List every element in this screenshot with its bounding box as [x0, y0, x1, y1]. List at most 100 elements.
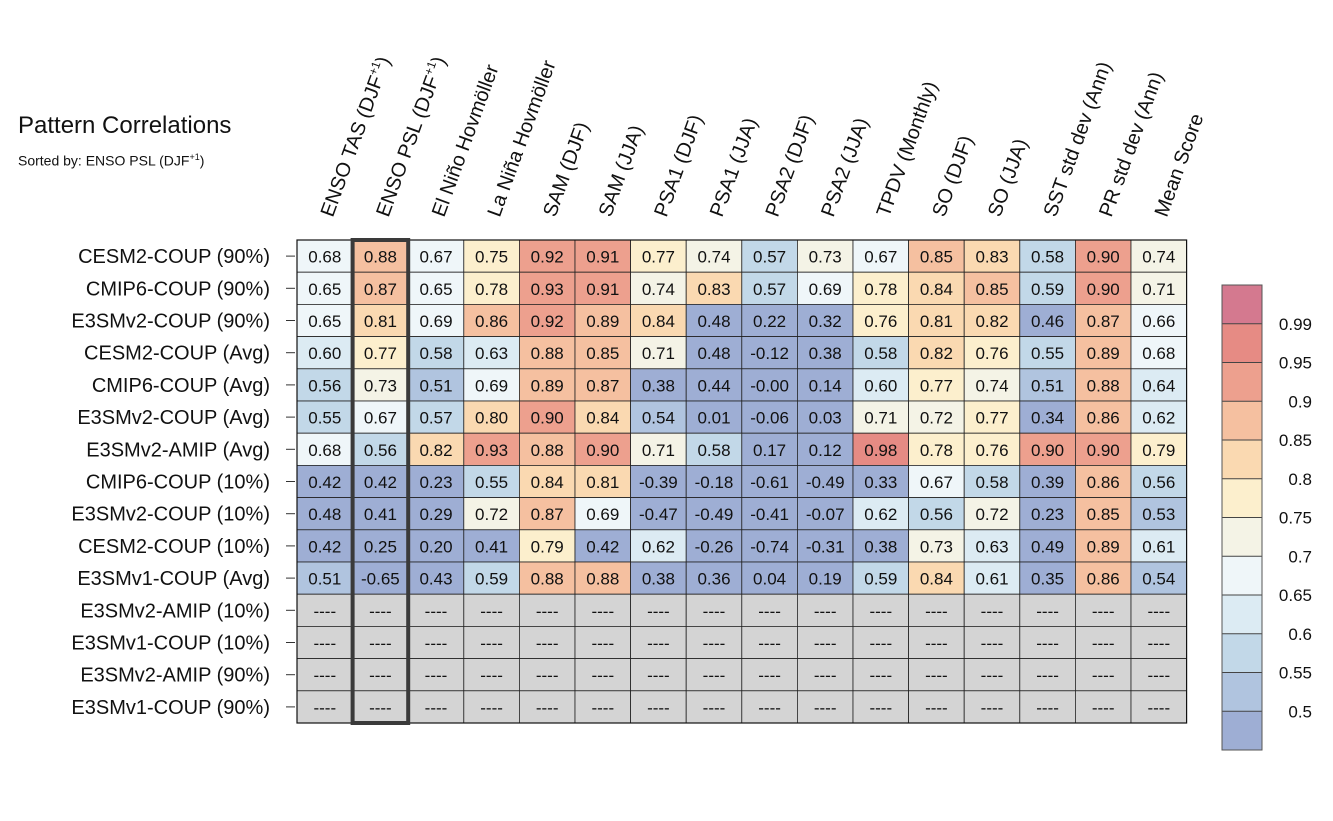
heatmap-cell: [741, 529, 798, 563]
row-label: E3SMv2-COUP (10%): [71, 504, 270, 526]
cell-value: 0.34: [1031, 409, 1064, 428]
row-label: E3SMv1-COUP (90%): [71, 697, 270, 719]
cell-value: 0.14: [809, 376, 842, 395]
cell-value: 0.77: [975, 409, 1008, 428]
heatmap-cell: [1075, 561, 1132, 595]
cell-value: 0.39: [1031, 473, 1064, 492]
heatmap-cell: [574, 432, 631, 466]
cell-value: ----: [1092, 634, 1115, 653]
cell-value: 0.77: [920, 376, 953, 395]
cell-value: ----: [925, 698, 948, 717]
chart-subtitle: Sorted by: ENSO PSL (DJF+1): [18, 152, 204, 169]
cell-value: 0.51: [1031, 376, 1064, 395]
subtitle-close: ): [199, 152, 205, 169]
cell-value: 0.51: [419, 376, 452, 395]
cell-value: 0.87: [586, 376, 619, 395]
cell-value: ----: [313, 634, 336, 653]
colorbar-segment: [1222, 517, 1262, 557]
cell-value: 0.86: [1087, 570, 1120, 589]
heatmap-cell: [852, 464, 909, 498]
cell-value: 0.90: [531, 409, 564, 428]
cell-value: -0.26: [695, 537, 734, 556]
cell-value: 0.74: [642, 280, 675, 299]
heatmap-cell: [852, 529, 909, 563]
cell-value: 0.91: [586, 248, 619, 267]
row-label: E3SMv2-COUP (90%): [71, 311, 270, 333]
heatmap-cell: [1130, 464, 1187, 498]
heatmap-cell: [1019, 626, 1076, 660]
cell-value: 0.90: [1087, 248, 1120, 267]
cell-value: 0.65: [419, 280, 452, 299]
cell-value: 0.73: [809, 248, 842, 267]
heatmap-cell: [630, 626, 687, 660]
cell-value: ----: [869, 634, 892, 653]
heatmap-cell: [908, 400, 965, 434]
cell-value: 0.89: [1087, 537, 1120, 556]
cell-value: 0.54: [1142, 570, 1175, 589]
cell-value: 0.01: [697, 409, 730, 428]
column-label: SO (JJA): [984, 136, 1032, 220]
cell-value: ----: [313, 602, 336, 621]
colorbar-segment: [1222, 595, 1262, 635]
cell-value: 0.68: [308, 248, 341, 267]
cell-value: 0.23: [419, 473, 452, 492]
heatmap-cell: [963, 593, 1021, 627]
heatmap-cell: [463, 368, 520, 402]
cell-value: ----: [536, 698, 559, 717]
cell-value: 0.71: [642, 344, 675, 363]
cell-value: 0.67: [419, 248, 452, 267]
heatmap-cell: [407, 336, 465, 370]
heatmap-cell: [630, 529, 687, 563]
heatmap-cell: [296, 271, 353, 305]
heatmap-cell: [296, 464, 353, 498]
heatmap-cell: [685, 529, 743, 563]
cell-value: ----: [814, 602, 837, 621]
cell-value: 0.59: [475, 570, 508, 589]
cell-value: ----: [1036, 602, 1059, 621]
cell-value: 0.73: [364, 376, 397, 395]
colorbar-tick-label: 0.6: [1288, 625, 1312, 644]
heatmap-cell: [963, 239, 1021, 273]
cell-value: 0.71: [642, 441, 675, 460]
heatmap-cell: [296, 239, 353, 273]
cell-value: ----: [758, 634, 781, 653]
heatmap-cell: [1019, 658, 1076, 692]
heatmap-cell: [908, 529, 965, 563]
row-label: CESM2-COUP (Avg): [84, 343, 270, 365]
cell-value: 0.42: [308, 537, 341, 556]
heatmap-cell: [963, 336, 1021, 370]
cell-value: 0.57: [753, 248, 786, 267]
subtitle-text: Sorted by: ENSO PSL (DJF: [18, 152, 190, 169]
cell-value: 0.90: [1031, 441, 1064, 460]
heatmap-cell: [407, 690, 465, 724]
cell-value: ----: [425, 698, 448, 717]
cell-value: 0.55: [475, 473, 508, 492]
heatmap-cell: [630, 336, 687, 370]
cell-value: 0.57: [753, 280, 786, 299]
cell-value: 0.44: [697, 376, 730, 395]
cell-value: 0.48: [697, 344, 730, 363]
column-label: SO (DJF): [928, 133, 978, 220]
heatmap-cell: [1019, 432, 1076, 466]
cell-value: 0.91: [586, 280, 619, 299]
cell-value: ----: [758, 666, 781, 685]
column-label-text: SAM (DJF): [539, 119, 593, 219]
cell-value: 0.90: [586, 441, 619, 460]
heatmap-cell: [1019, 561, 1076, 595]
heatmap-cell: [908, 432, 965, 466]
heatmap-cell: [741, 561, 798, 595]
column-label-text: SO (DJF): [928, 133, 978, 220]
cell-value: 0.67: [864, 248, 897, 267]
cell-value: 0.62: [864, 505, 897, 524]
cell-value: -0.47: [639, 505, 678, 524]
cell-value: 0.67: [920, 473, 953, 492]
heatmap-cell: [852, 593, 909, 627]
column-label-text: SO (JJA): [984, 136, 1032, 220]
cell-value: 0.72: [475, 505, 508, 524]
cell-value: ----: [869, 698, 892, 717]
cell-value: 0.54: [642, 409, 675, 428]
cell-value: 0.85: [586, 344, 619, 363]
cell-value: 0.12: [809, 441, 842, 460]
cell-value: ----: [925, 602, 948, 621]
cell-value: ----: [1147, 666, 1170, 685]
